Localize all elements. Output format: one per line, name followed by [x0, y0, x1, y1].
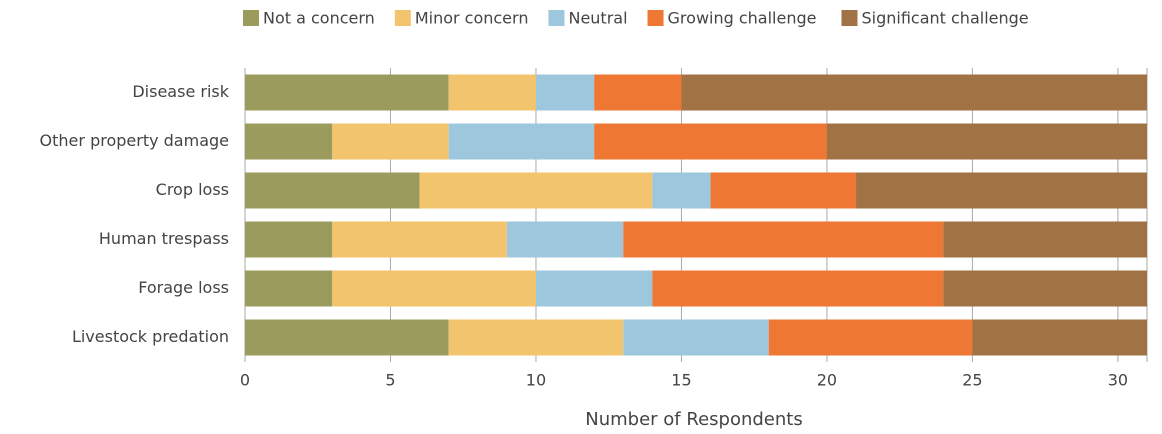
x-tick-label: 0 — [240, 371, 250, 390]
legend-swatch — [841, 10, 858, 26]
bar-segment — [506, 221, 624, 258]
bar-segment — [856, 172, 1147, 209]
legend-swatch — [394, 10, 411, 26]
bar-segment — [826, 123, 1147, 160]
x-tick-label: 5 — [385, 371, 395, 390]
bar-segment — [623, 221, 944, 258]
bar-segment — [623, 319, 769, 356]
y-tick-label: Crop loss — [156, 180, 229, 199]
bar-segment — [535, 270, 653, 307]
bar-segment — [594, 123, 827, 160]
x-tick-label: 20 — [817, 371, 837, 390]
bar-segment — [710, 172, 857, 209]
bar-segment — [245, 74, 449, 111]
bar-segment — [448, 74, 536, 111]
bar-segment — [448, 319, 624, 356]
bar-segment — [245, 319, 449, 356]
bar-segment — [332, 123, 449, 160]
legend-label: Minor concern — [415, 9, 529, 28]
bar-segment — [768, 319, 973, 356]
bar-segment — [419, 172, 653, 209]
legend-label: Growing challenge — [668, 9, 817, 28]
bar-segment — [594, 74, 682, 111]
x-tick-label: 10 — [526, 371, 546, 390]
bar-segment — [245, 172, 420, 209]
bar-segment — [535, 74, 595, 111]
bar-segment — [245, 221, 333, 258]
x-tick-label: 15 — [671, 371, 691, 390]
legend-swatch — [548, 10, 565, 26]
bar-segment — [245, 270, 333, 307]
bar-segment — [943, 270, 1147, 307]
bar-segment — [972, 319, 1147, 356]
y-tick-label: Human trespass — [99, 229, 229, 248]
x-axis-title: Number of Respondents — [585, 409, 802, 430]
x-tick-label: 25 — [962, 371, 982, 390]
bar-segment — [332, 270, 536, 307]
y-tick-label: Forage loss — [138, 278, 229, 297]
legend-swatch — [647, 10, 664, 26]
y-tick-label: Disease risk — [132, 82, 229, 101]
bar-segment — [681, 74, 1147, 111]
legend-label: Significant challenge — [861, 9, 1028, 28]
legend-label: Neutral — [568, 9, 627, 28]
legend-swatch — [243, 10, 259, 26]
bar-segment — [652, 270, 944, 307]
legend-label: Not a concern — [263, 9, 375, 28]
bar-segment — [245, 123, 333, 160]
bar-segment — [652, 172, 711, 209]
bar-segment — [448, 123, 595, 160]
y-tick-label: Livestock predation — [72, 327, 229, 346]
bar-segment — [332, 221, 507, 258]
bar-segment — [943, 221, 1147, 258]
y-tick-label: Other property damage — [40, 131, 229, 150]
x-tick-label: 30 — [1108, 371, 1128, 390]
